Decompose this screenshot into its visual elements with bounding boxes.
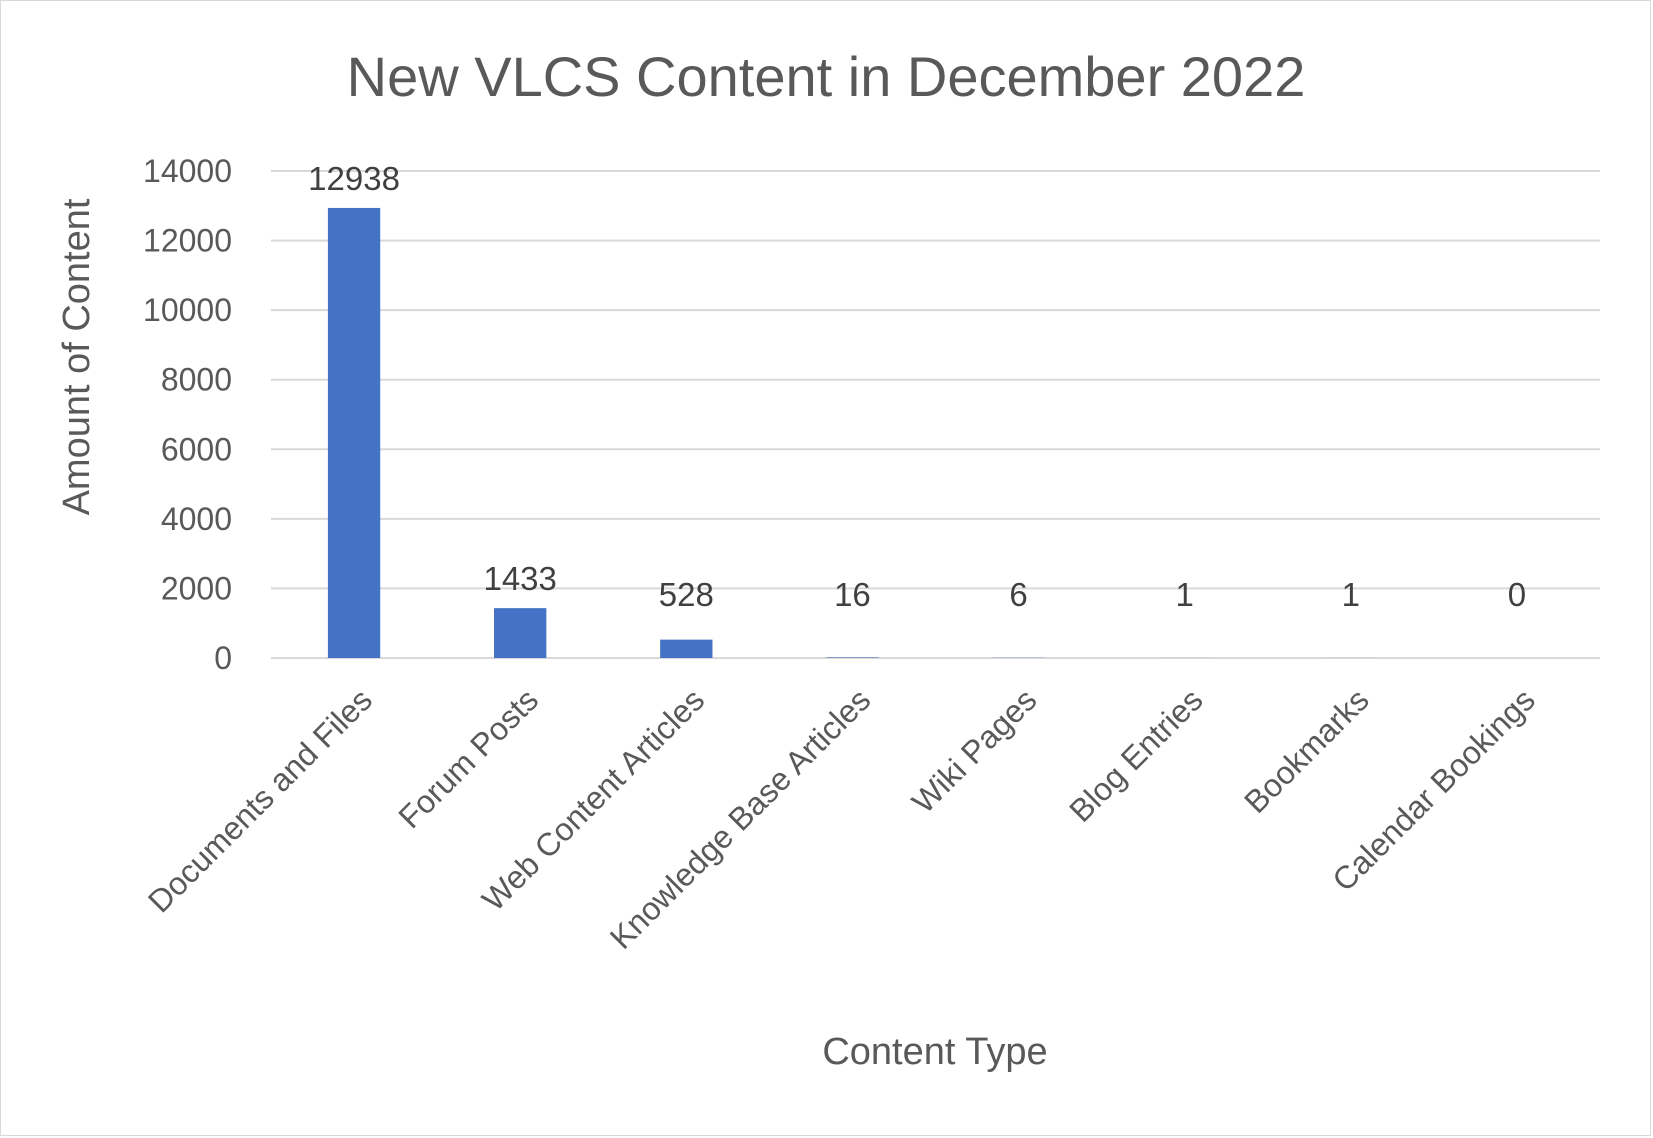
y-tick-label: 12000	[143, 223, 232, 259]
data-label-5: 1	[1176, 576, 1194, 613]
bar-1	[494, 608, 547, 658]
y-axis-title: Amount of Content	[56, 198, 98, 515]
gridlines	[271, 170, 1600, 659]
data-label-6: 1	[1342, 576, 1360, 613]
y-tick-label: 6000	[161, 431, 232, 467]
y-tick-label: 4000	[161, 501, 232, 537]
x-category-label: Documents and Files	[141, 681, 379, 919]
data-labels: 12938 1433 528 16 6 1 1 0	[308, 160, 1526, 613]
x-category-label: Wiki Pages	[905, 681, 1044, 820]
bar-0	[327, 207, 381, 658]
data-label-7: 0	[1508, 576, 1526, 613]
data-label-1: 1433	[483, 560, 556, 597]
data-label-3: 16	[834, 576, 871, 613]
x-category-label: Blog Entries	[1062, 681, 1209, 828]
x-category-label: Bookmarks	[1237, 681, 1376, 820]
chart-title: New VLCS Content in December 2022	[347, 45, 1306, 108]
y-tick-label: 14000	[143, 153, 232, 189]
bar-2	[660, 639, 713, 658]
bars	[327, 207, 1377, 658]
x-axis-title: Content Type	[822, 1031, 1047, 1073]
y-axis-ticks: 0 2000 4000 6000 8000 10000 12000 14000	[143, 153, 232, 676]
y-tick-label: 10000	[143, 292, 232, 328]
data-label-2: 528	[659, 576, 714, 613]
y-tick-label: 0	[214, 640, 232, 676]
y-tick-label: 2000	[161, 570, 232, 606]
bar-3	[826, 657, 879, 658]
data-label-4: 6	[1009, 576, 1027, 613]
x-category-label: Forum Posts	[391, 681, 545, 835]
data-label-0: 12938	[308, 160, 400, 197]
y-tick-label: 8000	[161, 362, 232, 398]
